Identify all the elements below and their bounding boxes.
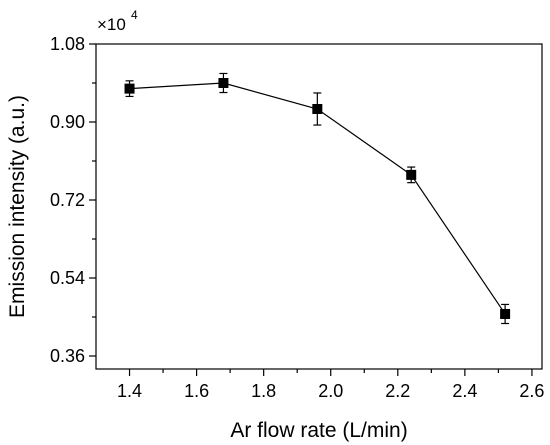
x-tick-label: 2.4 [452,381,477,401]
y-multiplier-exponent: 4 [131,8,138,22]
data-point [312,104,323,114]
x-tick-label: 1.8 [251,381,276,401]
y-multiplier-label: ×10 [97,15,126,34]
y-tick-label: 0.36 [50,346,85,366]
data-point [406,169,417,180]
x-tick-label: 2.0 [318,381,343,401]
series-group [124,72,511,325]
y-tick-label: 0.54 [50,268,85,288]
y-tick-label: 1.08 [50,34,85,54]
x-tick-label: 1.4 [117,381,142,401]
plot-frame [95,43,543,370]
x-axis-title: Ar flow rate (L/min) [230,419,407,442]
data-point [124,83,135,94]
x-tick-label: 2.6 [519,381,544,401]
data-point [500,308,511,319]
x-tick-label: 1.6 [184,381,209,401]
x-tick-label: 2.2 [385,381,410,401]
y-tick-label: 0.72 [50,190,85,210]
y-tick-label: 0.90 [50,112,85,132]
y-axis-title: Emission intensity (a.u.) [6,95,29,318]
ticks-group: 1.4 1.6 1.8 2.0 2.2 2.4 2.6 0.36 0.54 0.72 0.90 1.0… [50,34,545,401]
data-point [218,78,229,88]
axes-group [95,43,543,370]
